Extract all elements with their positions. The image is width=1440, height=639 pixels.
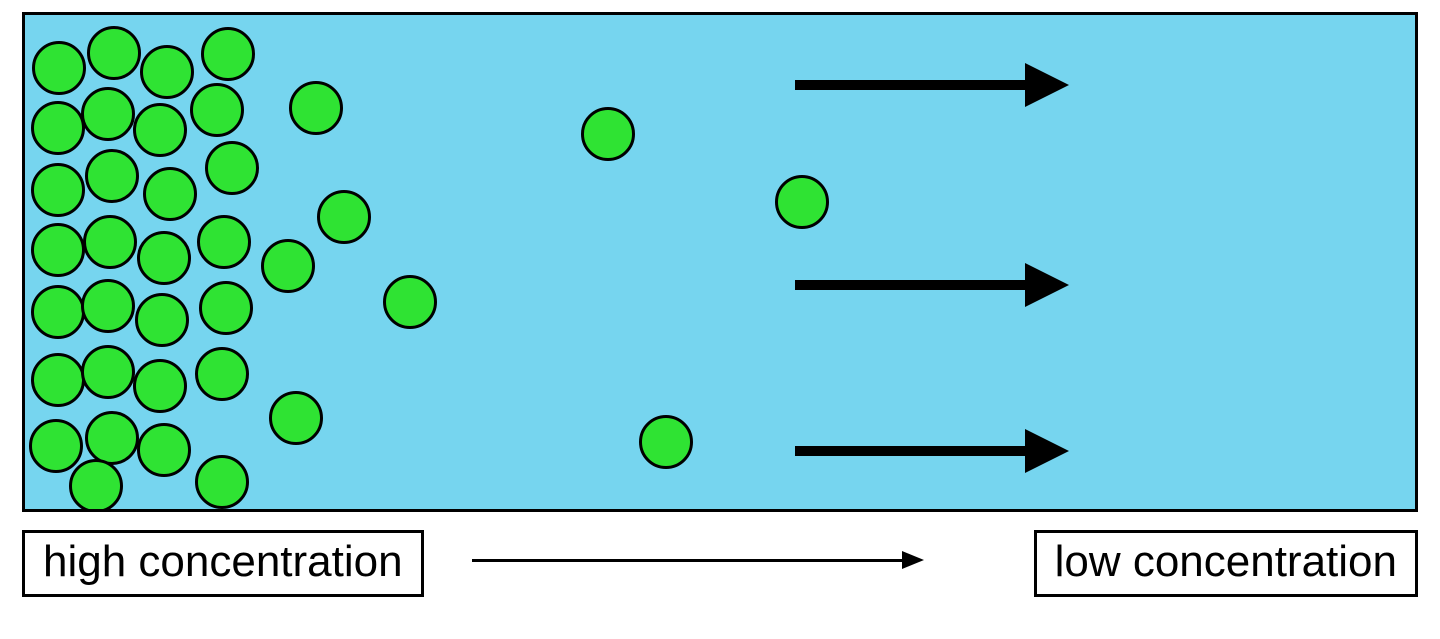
particle [31,285,85,339]
label-high-concentration: high concentration [22,530,424,597]
diffusion-diagram: high concentration low concentration [22,12,1418,594]
particle [69,459,123,512]
particle [137,423,191,477]
particle [261,239,315,293]
particle [289,81,343,135]
particle [269,391,323,445]
particle [85,149,139,203]
particle [31,223,85,277]
particle [32,41,86,95]
particle [201,27,255,81]
particle [199,281,253,335]
particle [81,345,135,399]
particle [133,359,187,413]
particle [81,279,135,333]
diagram-pool [22,12,1418,512]
particle [137,231,191,285]
particle [81,87,135,141]
labels-row: high concentration low concentration [22,530,1418,594]
particle [140,45,194,99]
particle [87,26,141,80]
particle [639,415,693,469]
particle [31,353,85,407]
particle [205,141,259,195]
particle [29,419,83,473]
particle [190,83,244,137]
particle [31,101,85,155]
particle [31,163,85,217]
particle [581,107,635,161]
particle [317,190,371,244]
particle [135,293,189,347]
particle [195,455,249,509]
particle [775,175,829,229]
label-low-concentration: low concentration [1034,530,1418,597]
particle [383,275,437,329]
particle [85,411,139,465]
particle [197,215,251,269]
particle [83,215,137,269]
particle [143,167,197,221]
particle [195,347,249,401]
particle [133,103,187,157]
